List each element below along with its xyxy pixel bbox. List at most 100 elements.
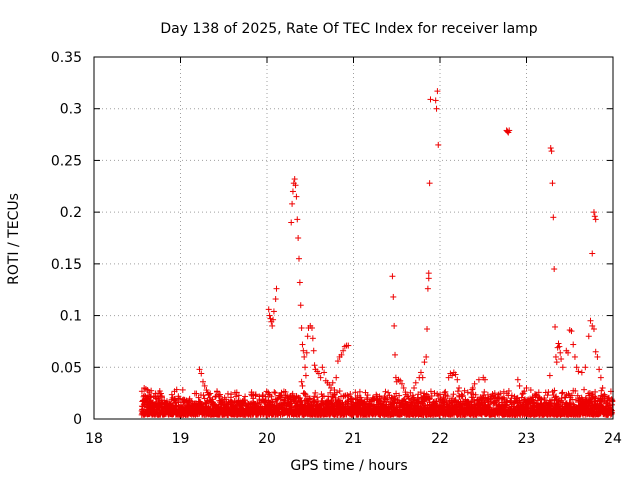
data-point <box>411 384 418 391</box>
x-tick-labels: 18 19 20 21 22 23 24 <box>85 431 622 447</box>
data-point <box>599 384 606 391</box>
data-point <box>454 388 461 395</box>
data-point <box>559 364 566 371</box>
y-tick-label: 0.2 <box>60 205 82 221</box>
data-point <box>203 400 210 407</box>
data-point <box>416 374 423 381</box>
data-point <box>382 388 389 395</box>
data-point <box>464 389 471 396</box>
x-axis-label: GPS time / hours <box>290 458 407 474</box>
data-point <box>289 200 296 207</box>
data-point <box>171 396 178 403</box>
data-point <box>582 364 589 371</box>
data-point <box>514 376 521 383</box>
data-point <box>578 369 585 376</box>
data-point <box>179 386 186 393</box>
data-point <box>168 391 175 398</box>
data-point <box>425 270 432 277</box>
data-point <box>311 362 318 369</box>
data-point <box>423 353 430 360</box>
data-point <box>425 275 432 282</box>
data-point <box>550 214 557 221</box>
data-point <box>193 390 200 397</box>
y-tick-label: 0.3 <box>60 102 82 118</box>
y-tick-label: 0.35 <box>51 50 82 66</box>
data-point <box>157 390 164 397</box>
data-point <box>592 216 599 223</box>
x-tick-label: 21 <box>345 431 363 447</box>
data-point <box>552 353 559 360</box>
chart-title: Day 138 of 2025, Rate Of TEC Index for r… <box>160 21 537 37</box>
data-point <box>310 347 317 354</box>
data-point <box>549 180 556 187</box>
data-point <box>424 285 431 292</box>
x-tick-label: 20 <box>258 431 276 447</box>
data-point <box>390 293 397 300</box>
data-point <box>571 353 578 360</box>
data-point <box>273 285 280 292</box>
data-point <box>298 324 305 331</box>
data-point <box>299 341 306 348</box>
data-point <box>288 219 295 226</box>
data-point <box>301 390 308 397</box>
data-point <box>427 96 434 103</box>
data-point <box>302 364 309 371</box>
data-point <box>159 394 166 401</box>
y-tick-label: 0.25 <box>51 153 82 169</box>
data-point <box>469 386 476 393</box>
data-point <box>596 366 603 373</box>
data-point <box>481 388 488 395</box>
y-tick-label: 0 <box>73 412 82 428</box>
x-tick-label: 19 <box>172 431 190 447</box>
data-point <box>295 235 302 241</box>
data-point <box>336 388 343 395</box>
data-point <box>173 386 180 393</box>
data-point <box>432 97 439 104</box>
data-point <box>516 382 523 389</box>
data-point <box>298 378 305 385</box>
data-point <box>265 306 272 313</box>
data-point <box>296 255 303 262</box>
data-point <box>424 326 431 333</box>
data-point <box>176 395 183 402</box>
data-point <box>551 266 558 273</box>
data-point <box>392 351 399 358</box>
data-point <box>304 333 311 340</box>
y-tick-label: 0.1 <box>60 309 82 325</box>
data-point <box>271 389 278 396</box>
data-point <box>294 216 301 223</box>
grid-lines <box>94 57 613 419</box>
data-point <box>594 353 601 360</box>
data-point <box>333 374 340 381</box>
data-point <box>269 322 276 329</box>
data-point <box>454 376 461 383</box>
data-point <box>433 105 440 112</box>
data-marks <box>138 88 616 418</box>
data-point <box>546 372 553 379</box>
x-tick-label: 24 <box>604 431 622 447</box>
y-tick-label: 0.05 <box>51 360 82 376</box>
data-point <box>272 296 279 303</box>
y-axis-label: ROTI / TECUs <box>6 193 22 285</box>
data-point <box>450 391 457 398</box>
data-point <box>385 389 392 396</box>
x-tick-label: 23 <box>518 431 536 447</box>
data-point <box>412 379 419 386</box>
data-point <box>500 388 507 395</box>
data-point <box>291 176 298 183</box>
data-point <box>299 382 306 389</box>
data-point <box>435 141 442 148</box>
data-point <box>585 333 592 340</box>
data-point <box>592 348 599 355</box>
data-point <box>391 322 398 329</box>
data-point <box>581 386 588 393</box>
data-point <box>302 372 309 379</box>
data-point <box>597 374 604 381</box>
data-point <box>296 279 303 286</box>
data-point <box>558 356 565 363</box>
data-point <box>557 349 564 356</box>
data-point <box>270 308 277 315</box>
y-tick-labels: 0 0.05 0.1 0.15 0.2 0.25 0.3 0.35 <box>51 50 82 428</box>
data-point <box>297 302 304 309</box>
